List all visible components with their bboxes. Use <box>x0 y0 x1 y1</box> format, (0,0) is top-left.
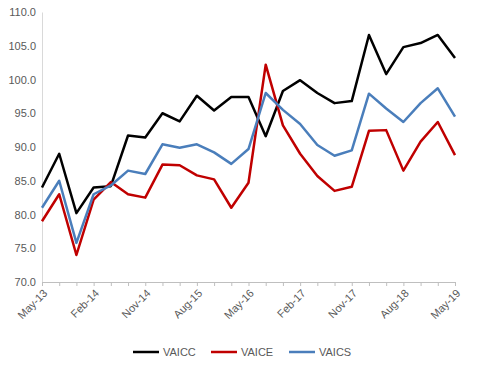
x-tick-mark <box>214 282 215 286</box>
x-tick: May-19 <box>428 282 462 321</box>
x-tick-mark <box>283 282 284 286</box>
x-tick-mark <box>352 282 353 286</box>
x-tick <box>128 282 129 286</box>
x-tick-mark <box>249 282 250 286</box>
x-tick-label: Feb-14 <box>68 287 101 320</box>
y-tick: 85.0 <box>15 175 42 187</box>
x-tick-label: Aug-15 <box>171 287 205 321</box>
x-tick-mark <box>455 282 456 286</box>
y-tick-label: 95.0 <box>15 107 36 119</box>
x-tick-label: May-13 <box>15 287 49 321</box>
lines <box>42 35 455 255</box>
x-tick <box>180 282 181 286</box>
x-tick: Nov-14 <box>119 282 153 320</box>
x-tick-mark <box>76 282 77 286</box>
x-tick-mark <box>162 282 163 286</box>
x-tick-mark <box>128 282 129 286</box>
legend-label: VAICS <box>319 346 351 358</box>
y-axis-line <box>42 13 43 283</box>
x-tick <box>111 282 112 286</box>
x-axis-line <box>43 283 456 287</box>
x-axis: May-13 Feb-14 Nov-14 Aug-15 May-16 Feb-17 Nov-… <box>15 282 462 321</box>
y-tick: 75.0 <box>15 242 42 254</box>
x-tick-label: Nov-14 <box>119 287 153 321</box>
x-tick-mark <box>59 282 60 286</box>
x-tick <box>266 282 267 286</box>
x-tick: Feb-14 <box>68 282 101 320</box>
x-tick <box>59 282 60 286</box>
y-tick-label: 85.0 <box>15 175 36 187</box>
x-tick-label: Aug-18 <box>377 287 411 321</box>
x-tick-mark <box>403 282 404 286</box>
plot: 70.0 75.0 80.0 85.0 90.0 95.0 100.0 105.0 110.0 M… <box>8 6 462 321</box>
x-tick <box>283 282 284 286</box>
x-tick <box>335 282 336 286</box>
x-tick-mark <box>386 282 387 286</box>
x-tick <box>369 282 370 286</box>
y-tick-label: 100.0 <box>8 74 36 86</box>
x-tick <box>438 282 439 286</box>
y-tick-label: 90.0 <box>15 141 36 153</box>
legend-item: VAICS <box>289 346 351 358</box>
x-tick-mark <box>335 282 336 286</box>
x-tick-label: Feb-17 <box>275 287 308 320</box>
y-tick: 110.0 <box>9 6 42 18</box>
x-tick-mark <box>266 282 267 286</box>
legend: VAICC VAICE VAICS <box>133 346 351 358</box>
y-tick-label: 105.0 <box>8 40 36 52</box>
y-tick-label: 75.0 <box>15 242 36 254</box>
x-tick <box>214 282 215 286</box>
x-tick <box>421 282 422 286</box>
x-tick-mark <box>111 282 112 286</box>
x-tick-mark <box>300 282 301 286</box>
y-tick: 90.0 <box>15 141 42 153</box>
x-tick <box>76 282 77 286</box>
y-tick: 105.0 <box>8 40 42 52</box>
x-tick-label: May-19 <box>428 287 462 321</box>
y-axis: 70.0 75.0 80.0 85.0 90.0 95.0 100.0 105.0 110.0 <box>8 6 42 288</box>
x-tick <box>317 282 318 286</box>
series-line <box>42 88 455 243</box>
x-tick-mark <box>197 282 198 286</box>
x-tick-mark <box>369 282 370 286</box>
x-tick <box>231 282 232 286</box>
series-line <box>42 65 455 255</box>
x-tick-label: Nov-17 <box>326 287 360 321</box>
y-tick: 70.0 <box>15 276 42 288</box>
x-tick-mark <box>42 282 43 286</box>
legend-swatch <box>133 351 159 354</box>
y-tick: 80.0 <box>15 209 42 221</box>
x-tick: Nov-17 <box>326 282 360 320</box>
y-tick: 95.0 <box>15 107 42 119</box>
legend-item: VAICC <box>133 346 196 358</box>
series-line <box>42 35 455 213</box>
legend-label: VAICC <box>163 346 196 358</box>
x-tick-mark <box>94 282 95 286</box>
y-tick-label: 110.0 <box>9 6 36 18</box>
x-tick-mark <box>180 282 181 286</box>
y-tick-label: 80.0 <box>15 209 36 221</box>
legend-swatch <box>289 351 315 354</box>
y-tick: 100.0 <box>8 74 42 86</box>
legend-label: VAICE <box>241 346 273 358</box>
x-tick <box>386 282 387 286</box>
chart: 70.0 75.0 80.0 85.0 90.0 95.0 100.0 105.0 110.0 M… <box>0 0 480 365</box>
x-tick: May-13 <box>15 282 49 321</box>
x-tick: May-16 <box>222 282 256 321</box>
x-tick: Feb-17 <box>275 282 308 320</box>
x-tick <box>162 282 163 286</box>
x-tick-mark <box>317 282 318 286</box>
x-tick-mark <box>231 282 232 286</box>
x-tick-mark <box>438 282 439 286</box>
legend-swatch <box>211 351 237 354</box>
x-tick-label: May-16 <box>222 287 256 321</box>
x-tick-mark <box>421 282 422 286</box>
x-tick-mark <box>145 282 146 286</box>
y-tick-label: 70.0 <box>15 276 36 288</box>
x-tick: Aug-18 <box>377 282 411 320</box>
x-tick: Aug-15 <box>171 282 205 320</box>
legend-item: VAICE <box>211 346 273 358</box>
